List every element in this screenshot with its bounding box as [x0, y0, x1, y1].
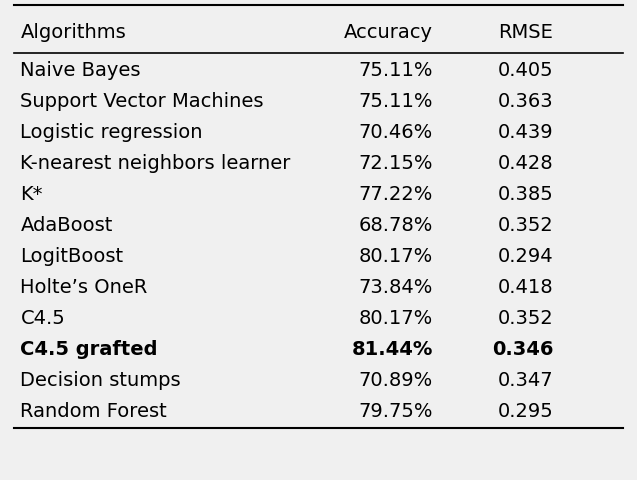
Text: 0.294: 0.294 — [497, 247, 553, 266]
Text: 0.385: 0.385 — [497, 185, 553, 204]
Text: 80.17%: 80.17% — [359, 309, 433, 328]
Text: Support Vector Machines: Support Vector Machines — [20, 92, 264, 110]
Text: Accuracy: Accuracy — [343, 23, 433, 42]
Text: Random Forest: Random Forest — [20, 402, 167, 421]
Text: AdaBoost: AdaBoost — [20, 216, 113, 235]
Text: 70.89%: 70.89% — [359, 371, 433, 390]
Text: 68.78%: 68.78% — [358, 216, 433, 235]
Text: 77.22%: 77.22% — [358, 185, 433, 204]
Text: K*: K* — [20, 185, 43, 204]
Text: 0.428: 0.428 — [497, 154, 553, 173]
Text: Holte’s OneR: Holte’s OneR — [20, 278, 148, 297]
Text: C4.5 grafted: C4.5 grafted — [20, 340, 158, 359]
Text: 0.405: 0.405 — [497, 60, 553, 80]
Text: Logistic regression: Logistic regression — [20, 122, 203, 142]
Text: K-nearest neighbors learner: K-nearest neighbors learner — [20, 154, 291, 173]
Text: C4.5: C4.5 — [20, 309, 65, 328]
Text: 73.84%: 73.84% — [358, 278, 433, 297]
Text: 70.46%: 70.46% — [359, 122, 433, 142]
Text: 0.363: 0.363 — [497, 92, 553, 110]
Text: 75.11%: 75.11% — [358, 92, 433, 110]
Text: 72.15%: 72.15% — [358, 154, 433, 173]
Text: 79.75%: 79.75% — [358, 402, 433, 421]
Text: 0.418: 0.418 — [497, 278, 553, 297]
Text: Decision stumps: Decision stumps — [20, 371, 181, 390]
Text: 81.44%: 81.44% — [351, 340, 433, 359]
Text: 80.17%: 80.17% — [359, 247, 433, 266]
Text: 0.347: 0.347 — [497, 371, 553, 390]
Text: LogitBoost: LogitBoost — [20, 247, 124, 266]
Text: 75.11%: 75.11% — [358, 60, 433, 80]
Text: 0.295: 0.295 — [497, 402, 553, 421]
Text: Naive Bayes: Naive Bayes — [20, 60, 141, 80]
Text: 0.439: 0.439 — [497, 122, 553, 142]
Text: RMSE: RMSE — [498, 23, 553, 42]
Text: 0.352: 0.352 — [497, 216, 553, 235]
Text: 0.352: 0.352 — [497, 309, 553, 328]
Text: Algorithms: Algorithms — [20, 23, 126, 42]
Text: 0.346: 0.346 — [492, 340, 553, 359]
